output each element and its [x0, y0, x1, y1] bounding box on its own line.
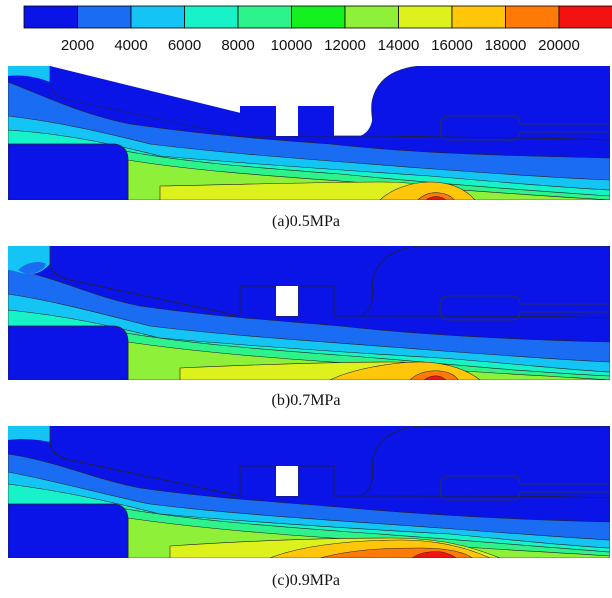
color-scale-tick-label: 8000 — [221, 37, 254, 54]
panel-caption-c: (c)0.9MPa — [272, 572, 340, 589]
color-scale-swatch — [505, 5, 560, 29]
color-scale-swatch — [237, 5, 292, 29]
color-scale-swatch — [398, 5, 453, 29]
color-scale-tick-label: 2000 — [61, 37, 94, 54]
color-scale-swatch — [130, 5, 185, 29]
contour-panel-b — [8, 246, 610, 380]
color-scale-swatch — [344, 5, 399, 29]
color-scale-tick-label: 20000 — [538, 37, 580, 54]
color-scale-tick-label: 12000 — [324, 37, 366, 54]
color-scale-tick-labels: 2000 4000 6000 8000 10000 12000 14000 16000 1800… — [61, 37, 580, 54]
color-scale-swatch — [23, 5, 78, 29]
color-scale-swatch — [77, 5, 132, 29]
color-scale-tick-label: 14000 — [378, 37, 420, 54]
color-scale-swatch — [451, 5, 506, 29]
color-scale-swatch — [558, 5, 612, 29]
color-scale-swatch — [291, 5, 346, 29]
color-scale-swatches — [23, 5, 612, 29]
color-scale-tick-label: 10000 — [271, 37, 313, 54]
color-scale-tick-label: 6000 — [168, 37, 201, 54]
color-scale-tick-label: 18000 — [485, 37, 527, 54]
contour-panel-c — [8, 426, 610, 558]
color-scale-swatch — [184, 5, 239, 29]
color-scale-legend: 2000 4000 6000 8000 10000 12000 14000 16000 1800… — [23, 5, 612, 54]
panel-caption-b: (b)0.7MPa — [271, 392, 341, 409]
panel-caption-a: (a)0.5MPa — [272, 213, 340, 230]
contour-panel-a — [8, 66, 610, 200]
color-scale-tick-label: 16000 — [431, 37, 473, 54]
color-scale-tick-label: 4000 — [114, 37, 147, 54]
